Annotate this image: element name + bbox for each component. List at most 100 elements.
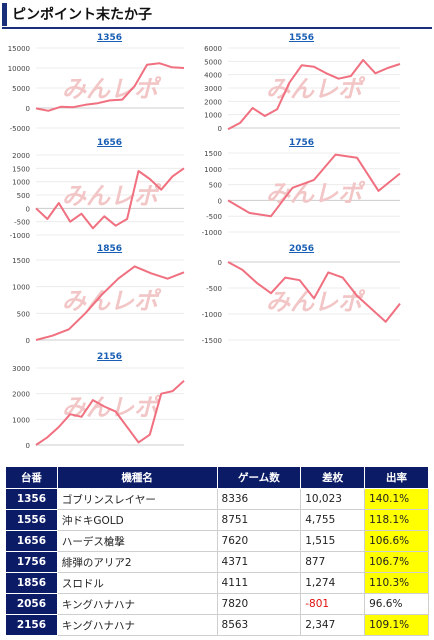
page-title-bar: ピンポイント末たか子 (0, 0, 434, 30)
watermark: みんレポ (266, 180, 366, 208)
machine-name: 緋弾のアリア2 (56, 551, 218, 573)
chart-title-link-2056[interactable]: 2056 (289, 244, 315, 254)
y-tick-label: 6000 (204, 45, 222, 53)
chart-title-link-1656[interactable]: 1656 (97, 138, 123, 148)
charts-svg: -5000050001000015000みんレポ0100020003000400… (8, 45, 401, 450)
table-row: 2156 キングハナハナ 8563 2,347 109.1% (5, 614, 429, 636)
table-header-row: 台番 機種名 ゲーム数 差枚 出率 (5, 466, 429, 489)
y-tick-label: 10000 (8, 65, 30, 73)
y-tick-label: 2000 (12, 152, 30, 160)
series-line (35, 380, 185, 446)
chart-title-link-1556[interactable]: 1556 (289, 33, 315, 43)
y-tick-label: -1000 (10, 232, 30, 240)
y-tick-label: 1500 (12, 257, 30, 265)
y-tick-label: 500 (17, 310, 30, 318)
table-row: 2056 キングハナハナ 7820 -801 96.6% (5, 593, 429, 615)
machine-number: 2156 (5, 614, 58, 636)
table-row: 1556 沖ドキGOLD 8751 4,755 118.1% (5, 509, 429, 531)
chart-title-link-1356[interactable]: 1356 (97, 33, 123, 43)
y-tick-label: 0 (218, 197, 222, 205)
y-tick-label: -500 (206, 213, 222, 221)
y-tick-label: 1500 (12, 165, 30, 173)
machine-number: 1356 (5, 488, 58, 510)
series-line (227, 261, 401, 323)
chart-title-link-1856[interactable]: 1856 (97, 244, 123, 254)
y-tick-label: -1000 (202, 311, 222, 319)
y-tick-label: 1500 (204, 150, 222, 158)
machine-number: 1656 (5, 530, 58, 552)
y-tick-label: 2000 (12, 391, 30, 399)
game-count: 4371 (216, 551, 302, 573)
game-count: 8563 (216, 614, 302, 636)
machine-name: ゴブリンスレイヤー (56, 488, 218, 510)
series-line (35, 167, 185, 230)
y-tick-label: 1000 (12, 416, 30, 424)
payout-rate: 106.7% (364, 551, 429, 573)
y-tick-label: 2000 (204, 98, 222, 106)
y-tick-label: -500 (14, 219, 30, 227)
machine-table: 台番 機種名 ゲーム数 差枚 出率 1356 ゴブリンスレイヤー 8336 10,02… (5, 466, 429, 636)
table-row: 1356 ゴブリンスレイヤー 8336 10,023 140.1% (5, 488, 429, 510)
title-rule (2, 27, 432, 29)
machine-number: 1556 (5, 509, 58, 531)
y-tick-label: 0 (26, 442, 30, 450)
series-line (227, 59, 401, 131)
chart-1756: -1000 -500 0 500 1000 1500 みんレポ (202, 150, 401, 237)
chart-2056: -1500 -1000 -500 0 みんレポ (202, 259, 401, 345)
y-tick-label: 5000 (12, 85, 30, 93)
diff-count: -801 (300, 593, 366, 615)
title-accent (2, 3, 7, 26)
payout-rate: 140.1% (364, 488, 429, 510)
game-count: 8751 (216, 509, 302, 531)
diff-count: 10,023 (300, 488, 366, 510)
machine-name: スロドル (56, 572, 218, 594)
chart-title-link-1756[interactable]: 1756 (289, 138, 315, 148)
payout-rate: 96.6% (364, 593, 429, 615)
machine-name: ハーデス槍撃 (56, 530, 218, 552)
table-body: 1356 ゴブリンスレイヤー 8336 10,023 140.1% 1556 沖ドキGOLD… (5, 488, 429, 636)
machine-number: 2056 (5, 593, 58, 615)
table-row: 1656 ハーデス槍撃 7620 1,515 106.6% (5, 530, 429, 552)
header-machine: 機種名 (56, 466, 218, 489)
diff-count: 2,347 (300, 614, 366, 636)
diff-count: 877 (300, 551, 366, 573)
y-tick-label: 5000 (204, 58, 222, 66)
y-tick-label: 500 (17, 192, 30, 200)
y-tick-label: 0 (26, 205, 30, 213)
payout-rate: 110.3% (364, 572, 429, 594)
y-tick-label: 0 (26, 337, 30, 345)
diff-count: 4,755 (300, 509, 366, 531)
machine-number: 1756 (5, 551, 58, 573)
payout-rate: 106.6% (364, 530, 429, 552)
watermark: みんレポ (62, 75, 162, 103)
y-tick-label: 500 (209, 182, 222, 190)
y-tick-label: -500 (206, 285, 222, 293)
diff-count: 1,274 (300, 572, 366, 594)
watermark: みんレポ (266, 288, 366, 316)
chart-1356: -5000 0 5000 10000 15000 みんレポ (8, 45, 185, 133)
machine-number: 1856 (5, 572, 58, 594)
header-games: ゲーム数 (216, 466, 302, 489)
y-tick-label: 1000 (12, 179, 30, 187)
game-count: 8336 (216, 488, 302, 510)
y-tick-label: 4000 (204, 72, 222, 80)
y-tick-label: 0 (218, 125, 222, 133)
table-row: 1856 スロドル 4111 1,274 110.3% (5, 572, 429, 594)
charts-area: -5000 0 5000 10000 15000 みんレポ 0 1000 2000 3000 400… (8, 33, 401, 450)
chart-title-link-2156[interactable]: 2156 (97, 352, 123, 362)
chart-1856: 0 500 1000 1500 みんレポ (12, 257, 185, 345)
series-line (35, 265, 185, 341)
y-tick-label: 1000 (204, 166, 222, 174)
page-title: ピンポイント末たか子 (12, 7, 152, 23)
payout-rate: 118.1% (364, 509, 429, 531)
header-number: 台番 (5, 466, 58, 489)
y-tick-label: -1500 (202, 337, 222, 345)
payout-rate: 109.1% (364, 614, 429, 636)
y-tick-label: 15000 (8, 45, 30, 53)
y-tick-label: 0 (26, 105, 30, 113)
game-count: 7620 (216, 530, 302, 552)
header-diff: 差枚 (300, 466, 366, 489)
y-tick-label: -1000 (202, 229, 222, 237)
chart-2156: 0 1000 2000 3000 みんレポ (12, 365, 185, 450)
